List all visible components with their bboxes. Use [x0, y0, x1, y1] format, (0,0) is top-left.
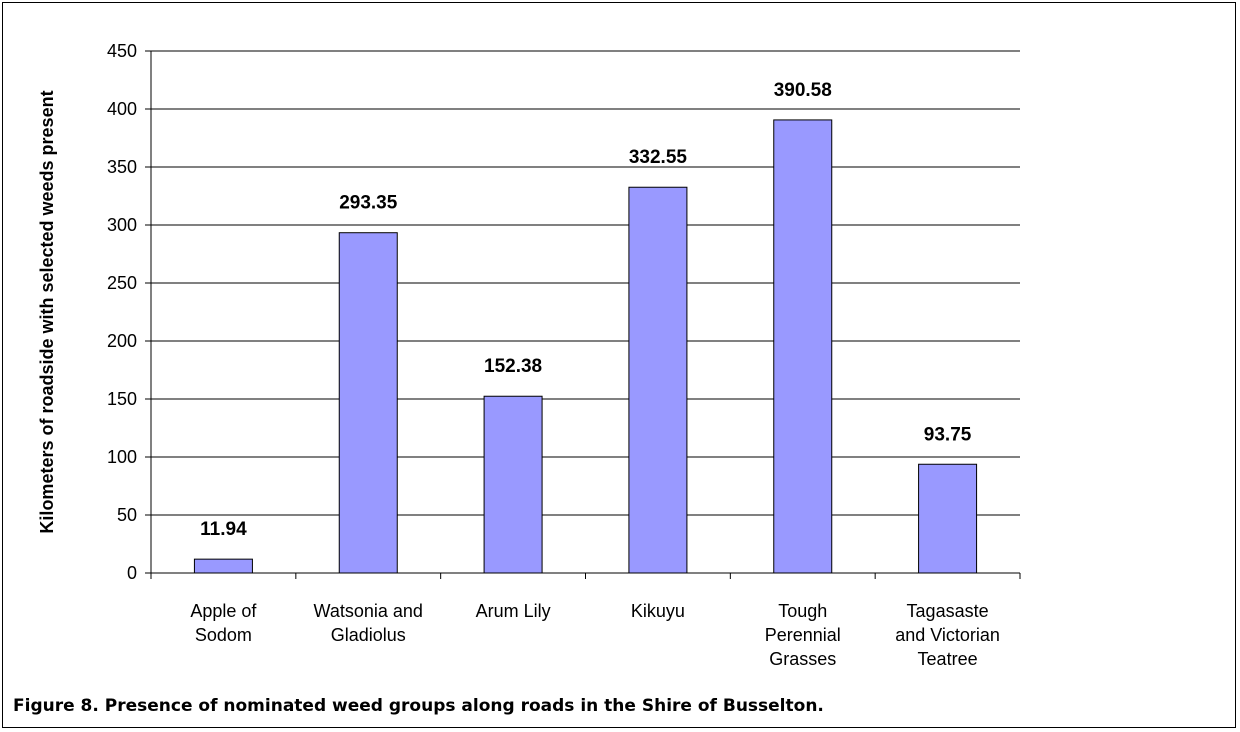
bar [918, 463, 978, 574]
bar [628, 186, 688, 574]
x-tick-label: Tagasaste and Victorian Teatree [895, 601, 1000, 669]
data-label: 11.94 [200, 519, 247, 540]
bar [338, 232, 398, 574]
y-tick-label: 300 [107, 215, 137, 235]
y-tick-label: 100 [107, 447, 137, 467]
bar [193, 558, 253, 574]
y-tick-label: 200 [107, 331, 137, 351]
x-tick-label: Watsonia and Gladiolus [314, 601, 423, 645]
x-tick-label: Apple of Sodom [190, 601, 257, 645]
y-tick-label: 400 [107, 99, 137, 119]
y-tick-label: 0 [127, 563, 137, 583]
x-tick-label: Kikuyu [631, 601, 685, 621]
y-axis-label: Kilometers of roadside with selected wee… [37, 90, 57, 533]
figure-caption: Figure 8. Presence of nominated weed gro… [13, 696, 824, 716]
data-label: 390.58 [774, 80, 832, 101]
x-tick-label: Tough Perennial Grasses [765, 601, 841, 669]
y-tick-label: 450 [107, 41, 137, 61]
data-label: 293.35 [339, 193, 398, 214]
bar [773, 119, 833, 574]
y-tick-label: 150 [107, 389, 137, 409]
y-tick-label: 350 [107, 157, 137, 177]
data-label: 332.55 [629, 147, 688, 168]
y-tick-label: 250 [107, 273, 137, 293]
bar [483, 395, 543, 574]
data-label: 152.38 [484, 356, 542, 377]
data-label: 93.75 [924, 424, 972, 445]
y-tick-label: 50 [117, 505, 137, 525]
x-tick-label: Arum Lily [476, 601, 551, 621]
bar-chart: 0 50 100 150 200 250 300 350 400 450 11.94 Apple of… [37, 41, 1021, 669]
